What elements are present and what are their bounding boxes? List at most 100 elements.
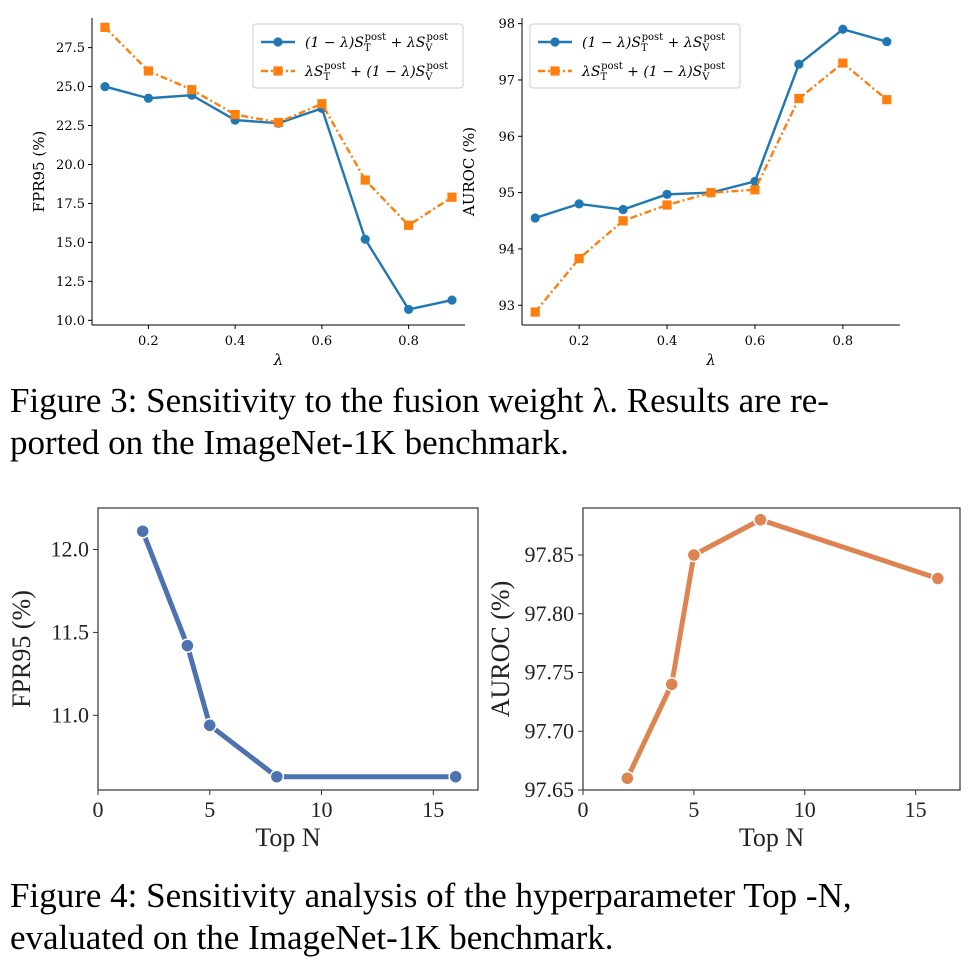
y-tick-label: 20.0 — [56, 158, 85, 173]
x-axis-label: Top N — [255, 823, 321, 852]
y-tick-label: 97 — [498, 73, 515, 88]
x-tick-label: 0.4 — [225, 334, 246, 349]
data-point — [135, 523, 150, 539]
plot-frame — [582, 507, 961, 791]
x-tick-label: 5 — [688, 797, 699, 822]
figure-3-caption: Figure 3: Sensitivity to the fusion weig… — [10, 380, 970, 464]
figure-4-caption-line-2: evaluated on the ImageNet-1K benchmark. — [10, 918, 614, 957]
x-tick-label: 0.4 — [657, 334, 678, 349]
data-point — [618, 204, 628, 215]
data-point — [143, 93, 153, 103]
legend-label-2: λSTpost + (1 − λ)SVpost — [304, 61, 448, 83]
figure-4-caption: Figure 4: Sensitivity analysis of the hy… — [10, 875, 970, 959]
series-line — [624, 517, 941, 781]
data-point — [530, 307, 540, 317]
legend-marker — [550, 37, 560, 47]
figure-4-caption-line-1: Figure 4: Sensitivity analysis of the hy… — [10, 876, 852, 915]
legend-marker — [550, 66, 560, 76]
legend-label-1: (1 − λ)STpost + λSVpost — [582, 32, 725, 54]
x-tick-label: 0 — [578, 797, 589, 822]
data-point — [404, 220, 414, 230]
data-point — [448, 769, 463, 784]
y-tick-label: 15.0 — [56, 236, 85, 251]
x-tick-label: 0.6 — [745, 334, 766, 349]
x-tick-label: 0.6 — [312, 334, 333, 349]
data-point — [273, 117, 284, 128]
y-tick-label: 97.85 — [525, 542, 575, 567]
plot-frame — [97, 507, 479, 791]
figure-3-caption-line-1: Figure 3: Sensitivity to the fusion weig… — [10, 381, 829, 420]
y-tick-label: 96 — [498, 130, 515, 145]
y-tick-label: 27.5 — [56, 41, 85, 56]
y-tick-label: 12.0 — [51, 536, 90, 561]
legend: (1 − λ)STpost + λSVpost λSTpost + (1 − λ)… — [529, 23, 741, 89]
data-point — [360, 234, 370, 244]
data-point — [143, 66, 153, 76]
x-tick-label: 0.2 — [138, 334, 159, 349]
y-tick-label: 93 — [498, 299, 515, 314]
y-axis-label: AUROC (%) — [486, 581, 515, 718]
figure-3: 10.0 12.5 15.0 17.5 20.0 22.5 25.0 27.5 0.2 0.4 0.… — [0, 0, 978, 470]
y-tick-label: 94 — [498, 242, 515, 257]
chart-auroc_lambda: 93 94 95 96 97 98 0.2 0.4 0.6 0.8 λ AUROC (%) (1 − λ… — [460, 17, 900, 369]
y-tick-label: 95 — [498, 186, 515, 201]
legend-label-1: (1 − λ)STpost + λSVpost — [305, 32, 448, 54]
data-point — [620, 771, 635, 786]
data-point — [530, 213, 540, 223]
data-point — [930, 571, 946, 586]
data-point — [574, 199, 584, 209]
data-point — [618, 216, 628, 226]
data-point — [838, 24, 848, 34]
x-tick-label: 15 — [422, 797, 444, 822]
legend-box — [529, 23, 741, 89]
data-point — [187, 85, 197, 95]
y-tick-label: 97.80 — [525, 601, 575, 626]
data-point — [838, 58, 848, 68]
y-tick-label: 11.0 — [51, 702, 89, 727]
x-tick-label: 5 — [204, 797, 215, 822]
legend-marker — [273, 37, 283, 47]
legend-marker — [273, 66, 283, 76]
data-point — [100, 22, 110, 32]
x-tick-label: 0.8 — [833, 334, 854, 349]
chart-auroc_topn: 97.65 97.70 97.75 97.80 97.85 0 5 10 15 Top N AURO… — [486, 507, 961, 852]
x-tick-label: 15 — [905, 797, 927, 822]
y-tick-label: 97.75 — [525, 660, 575, 685]
y-tick-label: 97.70 — [525, 718, 575, 743]
figure-4: 11.0 11.5 12.0 0 5 10 15 Top N FPR95 (%) 97.65 97.… — [0, 490, 978, 966]
data-point — [706, 188, 716, 198]
y-tick-label: 98 — [498, 17, 515, 32]
x-tick-label: 10 — [311, 797, 333, 822]
x-tick-label: 0.2 — [569, 334, 590, 349]
y-tick-label: 17.5 — [56, 197, 85, 212]
y-tick-label: 10.0 — [56, 314, 85, 329]
x-tick-label: 10 — [794, 797, 816, 822]
figure-3-charts: 10.0 12.5 15.0 17.5 20.0 22.5 25.0 27.5 0.2 0.4 0.… — [30, 17, 900, 369]
data-point — [317, 99, 327, 109]
data-point — [447, 192, 457, 202]
data-point — [664, 677, 679, 692]
y-axis-label: FPR95 (%) — [30, 131, 48, 213]
y-axis-label: FPR95 (%) — [7, 590, 36, 708]
data-point — [662, 200, 672, 210]
chart-fpr_topn: 11.0 11.5 12.0 0 5 10 15 Top N FPR95 (%) — [7, 507, 479, 852]
data-point — [753, 512, 768, 527]
x-tick-label: 0.8 — [398, 334, 419, 349]
x-tick-label: 0 — [93, 797, 104, 822]
x-axis-label: λ — [273, 351, 284, 369]
y-tick-label: 97.65 — [525, 777, 575, 802]
data-point — [794, 93, 804, 104]
data-point — [360, 175, 370, 185]
figure-3-caption-line-2: ported on the ImageNet-1K benchmark. — [10, 423, 569, 462]
data-point — [202, 718, 218, 733]
series-line-2 — [104, 26, 453, 227]
series-line-2 — [534, 61, 888, 313]
data-point — [269, 769, 285, 784]
y-tick-label: 25.0 — [56, 80, 85, 95]
data-point — [882, 37, 892, 47]
data-point — [662, 189, 672, 199]
y-tick-label: 22.5 — [56, 119, 85, 134]
x-axis-label: Top N — [739, 823, 805, 852]
series-line — [140, 528, 459, 780]
